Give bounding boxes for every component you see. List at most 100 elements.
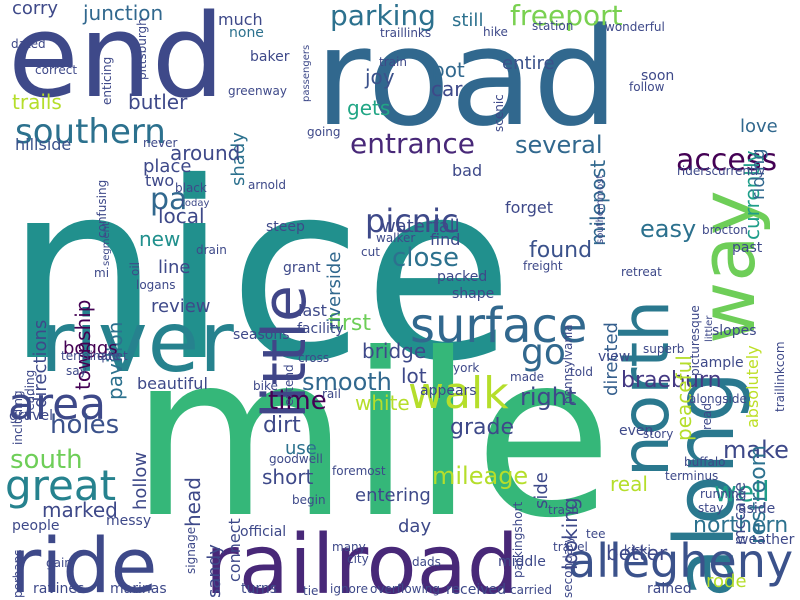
- word-grade: grade: [450, 415, 514, 440]
- word-joy: joy: [365, 65, 395, 89]
- word-south: south: [10, 445, 83, 475]
- word-told: told: [570, 365, 593, 379]
- word-mile: mile: [130, 306, 613, 568]
- word-logans: logans: [136, 278, 176, 292]
- word-entering: entering: [355, 485, 431, 506]
- word-story: story: [643, 427, 674, 441]
- word-area: area: [8, 379, 107, 430]
- word-kiski: kiski: [624, 543, 651, 557]
- word-turns: turns: [241, 581, 278, 597]
- word-read: read: [700, 402, 714, 430]
- word-absolutely: absolutely: [743, 345, 762, 428]
- word-dated: dated: [11, 37, 46, 51]
- word-york: york: [453, 361, 480, 375]
- word-two: two: [145, 171, 175, 190]
- word-appears: appears: [420, 383, 477, 399]
- word-past: past: [732, 240, 763, 256]
- word-hike: hike: [483, 25, 508, 39]
- word-black: black: [175, 181, 207, 195]
- word-trash: trash: [548, 503, 579, 517]
- word-buffalo: buffalo: [684, 455, 726, 469]
- word-ravines: ravines: [33, 581, 85, 597]
- word-grant: grant: [283, 260, 321, 276]
- word-walk: walk: [408, 368, 509, 419]
- word-going: going: [307, 125, 341, 139]
- word-around: around: [170, 141, 241, 165]
- word-even: even: [619, 423, 654, 439]
- word-many: many: [332, 540, 366, 554]
- word-cut: cut: [361, 245, 380, 259]
- word-extend: extend: [282, 364, 296, 406]
- word-today: today: [181, 198, 210, 209]
- word-easy: easy: [640, 215, 697, 243]
- word-slopes: slopes: [712, 323, 757, 339]
- word-correct: correct: [35, 63, 78, 77]
- word-confusing: confusing: [95, 179, 109, 238]
- word-corry: corry: [12, 0, 59, 19]
- word-place: place: [143, 156, 192, 177]
- word-forget: forget: [505, 198, 553, 217]
- word-make: make: [723, 436, 789, 464]
- word-none: none: [229, 25, 264, 41]
- word-made: made: [510, 370, 545, 384]
- word-riderscurrently: riderscurrently: [677, 164, 766, 178]
- word-littler: littler: [704, 315, 715, 342]
- word-view: view: [598, 349, 631, 365]
- word-city: city: [347, 552, 369, 566]
- word-greenway: greenway: [228, 84, 287, 98]
- word-marinas: marinas: [110, 581, 167, 597]
- word-people: people: [12, 518, 60, 534]
- word-running: running: [700, 487, 747, 501]
- word-picnic: picnic: [365, 202, 459, 240]
- word-traillinks: traillinks: [380, 26, 432, 40]
- word-train: train: [379, 55, 407, 69]
- word-wonderful: wonderful: [605, 20, 665, 34]
- word-leading: leading: [23, 369, 37, 414]
- word-tie: tie: [303, 584, 319, 598]
- word-superb: superb: [643, 342, 685, 356]
- word-much: much: [218, 10, 263, 29]
- word-entire: entire: [502, 53, 555, 74]
- word-secondary: secondary: [561, 535, 575, 598]
- word-including: including: [11, 390, 25, 445]
- word-freight: freight: [523, 259, 563, 273]
- word-gravel: gravel: [9, 408, 54, 424]
- word-several: several: [515, 131, 603, 159]
- word-butler: butler: [128, 90, 188, 114]
- word-last: last: [298, 301, 327, 320]
- word-first: first: [328, 311, 371, 336]
- word-trails: trails: [12, 90, 62, 114]
- word-passengers: passengers: [301, 44, 312, 102]
- word-river: river: [40, 293, 234, 391]
- word-seasons: seasons: [233, 327, 290, 343]
- word-say: say: [66, 364, 87, 378]
- word-dads: dads: [412, 555, 441, 569]
- word-scenic: scenic: [492, 94, 506, 132]
- word-nice: nice: [5, 130, 514, 415]
- word-messy: messy: [106, 513, 152, 529]
- word-packed: packed: [437, 269, 488, 285]
- word-arnold: arnold: [248, 178, 286, 192]
- word-new: new: [139, 227, 181, 251]
- word-gets: gets: [347, 96, 391, 120]
- word-official: official: [240, 524, 287, 540]
- word-pittsburgh: pittsburgh: [135, 18, 149, 80]
- word-perhaps: perhaps: [11, 549, 25, 598]
- word-railroad: railroad: [205, 518, 519, 600]
- word-found: found: [529, 238, 593, 263]
- word-picturesque: picturesque: [688, 305, 702, 376]
- word-road: road: [315, 0, 619, 156]
- word-pot: pot: [432, 58, 465, 82]
- word-head: head: [181, 477, 205, 527]
- word-stay: stay: [698, 501, 724, 515]
- word-traillinkcom: traillinkcom: [773, 341, 787, 412]
- word-lot: lot: [401, 364, 427, 388]
- word-received: received: [446, 582, 507, 598]
- word-foremost: foremost: [332, 464, 386, 478]
- word-better: better: [606, 541, 668, 565]
- word-southern: southern: [15, 112, 166, 152]
- word-oil: oil: [128, 261, 142, 276]
- word-travel: travel: [553, 540, 588, 554]
- word-quiet: quiet: [97, 349, 128, 363]
